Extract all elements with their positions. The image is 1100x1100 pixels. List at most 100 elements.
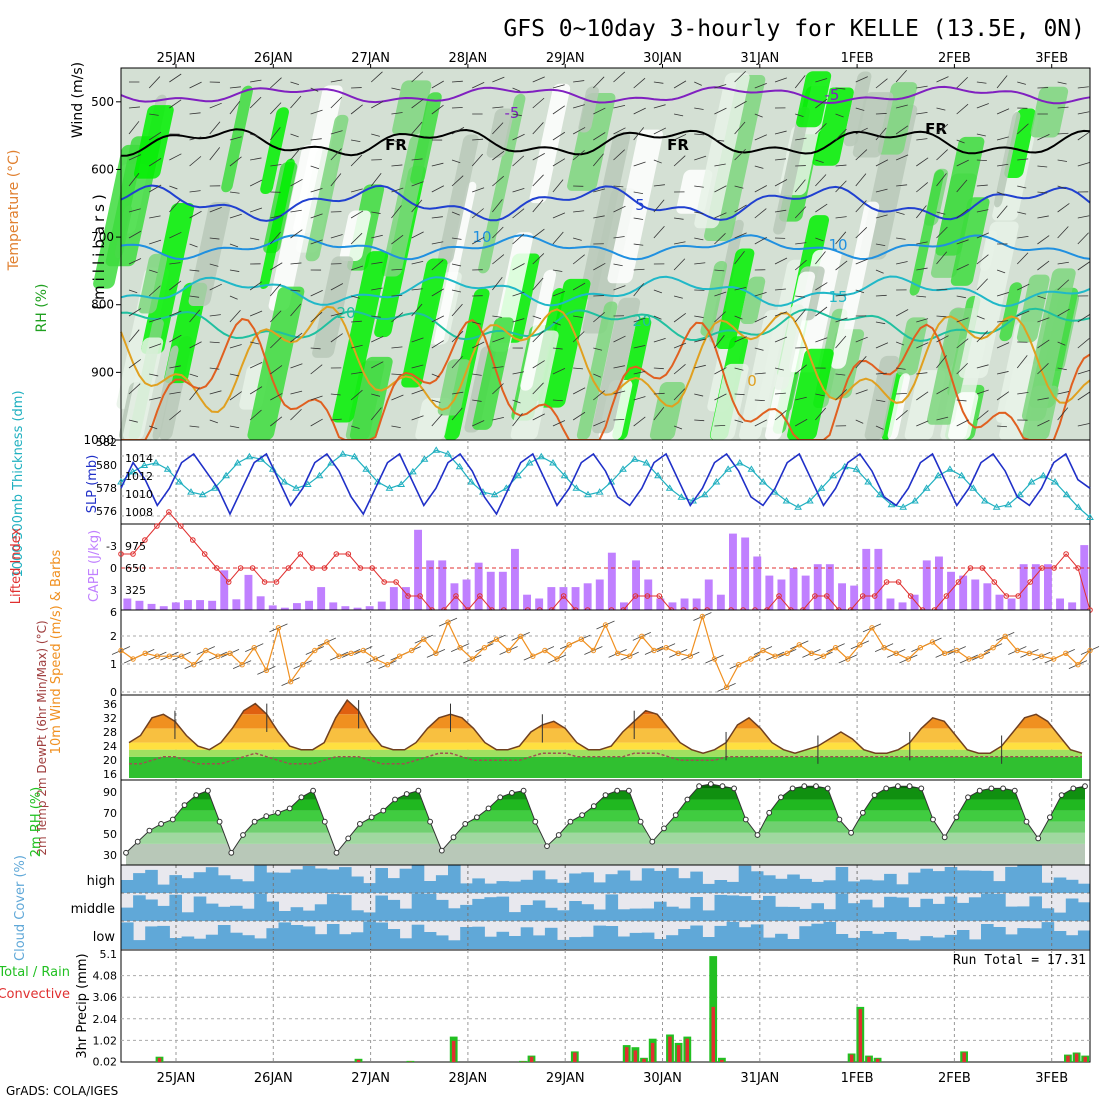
wind-barb: [1017, 391, 1029, 395]
cloud-cell: [629, 932, 643, 949]
cape-bar: [850, 585, 859, 610]
wind-barb: [1017, 81, 1026, 85]
wind-barb: [754, 372, 766, 375]
wind-barb: [875, 425, 884, 430]
x-date-label: 28JAN: [449, 51, 488, 66]
y-tick-label: 500: [91, 95, 114, 109]
wind-point: [505, 647, 512, 654]
cloud-cell: [302, 910, 316, 921]
rh-point: [251, 818, 258, 825]
wind-barb: [189, 373, 199, 377]
wind-barb: [411, 181, 424, 187]
wind-point: [699, 613, 706, 620]
cloud-cell: [763, 875, 776, 893]
wind-barb: [350, 139, 361, 143]
cape-bar: [886, 598, 895, 610]
cloud-cell: [205, 903, 219, 921]
cloud-cell: [496, 881, 510, 893]
cape-bar: [716, 594, 725, 610]
rh-point: [357, 821, 363, 827]
wind-point: [845, 656, 851, 662]
wind-barb: [229, 213, 242, 219]
wind-barb: [754, 347, 764, 351]
rh-point: [789, 785, 796, 792]
wind-barb: [936, 355, 947, 369]
wind-barb: [209, 341, 220, 344]
temp-band: [129, 756, 1082, 778]
wind-barb: [815, 203, 828, 213]
wind-point: [990, 645, 996, 651]
wind-barb: [370, 407, 382, 421]
cloud-cell: [387, 878, 401, 893]
wind-barb: [391, 268, 403, 271]
rh-shade: [950, 197, 990, 286]
wind10m-panel: 2 1 0 10m Wind Speed (m/s) & Barbs: [49, 549, 1100, 754]
wind-barb: [512, 263, 525, 271]
wind-barb: [976, 330, 988, 343]
rh-point: [590, 803, 597, 810]
wind-barb: [714, 84, 727, 89]
wind-barb: [391, 164, 403, 167]
wind-barb: [169, 199, 181, 213]
wind-barb: [411, 71, 424, 83]
wind-barb: [492, 366, 504, 369]
wind-barb: [411, 389, 424, 395]
cape-bar: [801, 575, 810, 610]
wind-barb: [532, 360, 545, 369]
x-date-label: 1FEB: [841, 51, 874, 66]
x-date-label: 2FEB: [938, 1071, 971, 1086]
isotherm-label: 15: [828, 288, 847, 306]
wind-barb: [976, 133, 986, 137]
x-date-label: 26JAN: [254, 1071, 293, 1086]
wind-barb: [149, 215, 161, 219]
wind-barb: [411, 364, 424, 369]
wind-barb: [451, 303, 463, 317]
wind-barb: [573, 237, 582, 241]
wind-barb: [1037, 295, 1046, 300]
wind-barb: [694, 81, 702, 86]
rh-point: [719, 783, 726, 790]
thickness-point: [829, 471, 838, 479]
thickness-point: [724, 465, 732, 472]
wind-barb: [835, 294, 847, 297]
precip-conv-bar: [962, 1052, 966, 1062]
wind-barb: [128, 121, 140, 135]
cloud-cell: [1053, 931, 1067, 949]
wind-barb: [794, 418, 808, 427]
wind-barb: [593, 390, 606, 401]
left-tick-label: 1.02: [93, 1034, 118, 1047]
cloud-cell: [363, 883, 376, 893]
wind-barb: [189, 269, 200, 272]
thickness-point: [899, 503, 908, 510]
cloud-cell: [484, 897, 497, 921]
li-point: [979, 565, 986, 571]
li-point: [369, 565, 376, 571]
y-axis-label: 3hr Precip (mm): [75, 953, 90, 1058]
wind-barb: [875, 321, 886, 325]
wind-barb: [552, 158, 566, 167]
thickness-point: [1027, 478, 1036, 485]
precip-conv-bar: [642, 1058, 646, 1062]
cloud-cell: [387, 929, 401, 949]
rh-shade: [578, 86, 599, 133]
wind-point: [1014, 647, 1020, 654]
cloud-cell: [981, 924, 994, 949]
wind-barb: [916, 295, 927, 298]
wind-barb: [633, 317, 646, 323]
wind-barb: [714, 185, 727, 193]
wind-barb: [411, 199, 423, 213]
cloud-cell: [1077, 902, 1091, 921]
wind-barb: [754, 134, 767, 141]
wind-barb: [1037, 134, 1050, 141]
wind-barb: [613, 418, 625, 421]
wind-barb: [835, 113, 844, 118]
cloud-cell: [496, 931, 510, 949]
li-point: [178, 523, 184, 529]
wind-barb: [997, 320, 1009, 323]
cloud-cell: [302, 866, 316, 893]
rh-point: [918, 785, 925, 792]
wind-barb: [956, 159, 969, 167]
x-date-label: 29JAN: [546, 1071, 585, 1086]
cloud-cell: [399, 938, 413, 949]
wind-barb: [169, 73, 182, 83]
